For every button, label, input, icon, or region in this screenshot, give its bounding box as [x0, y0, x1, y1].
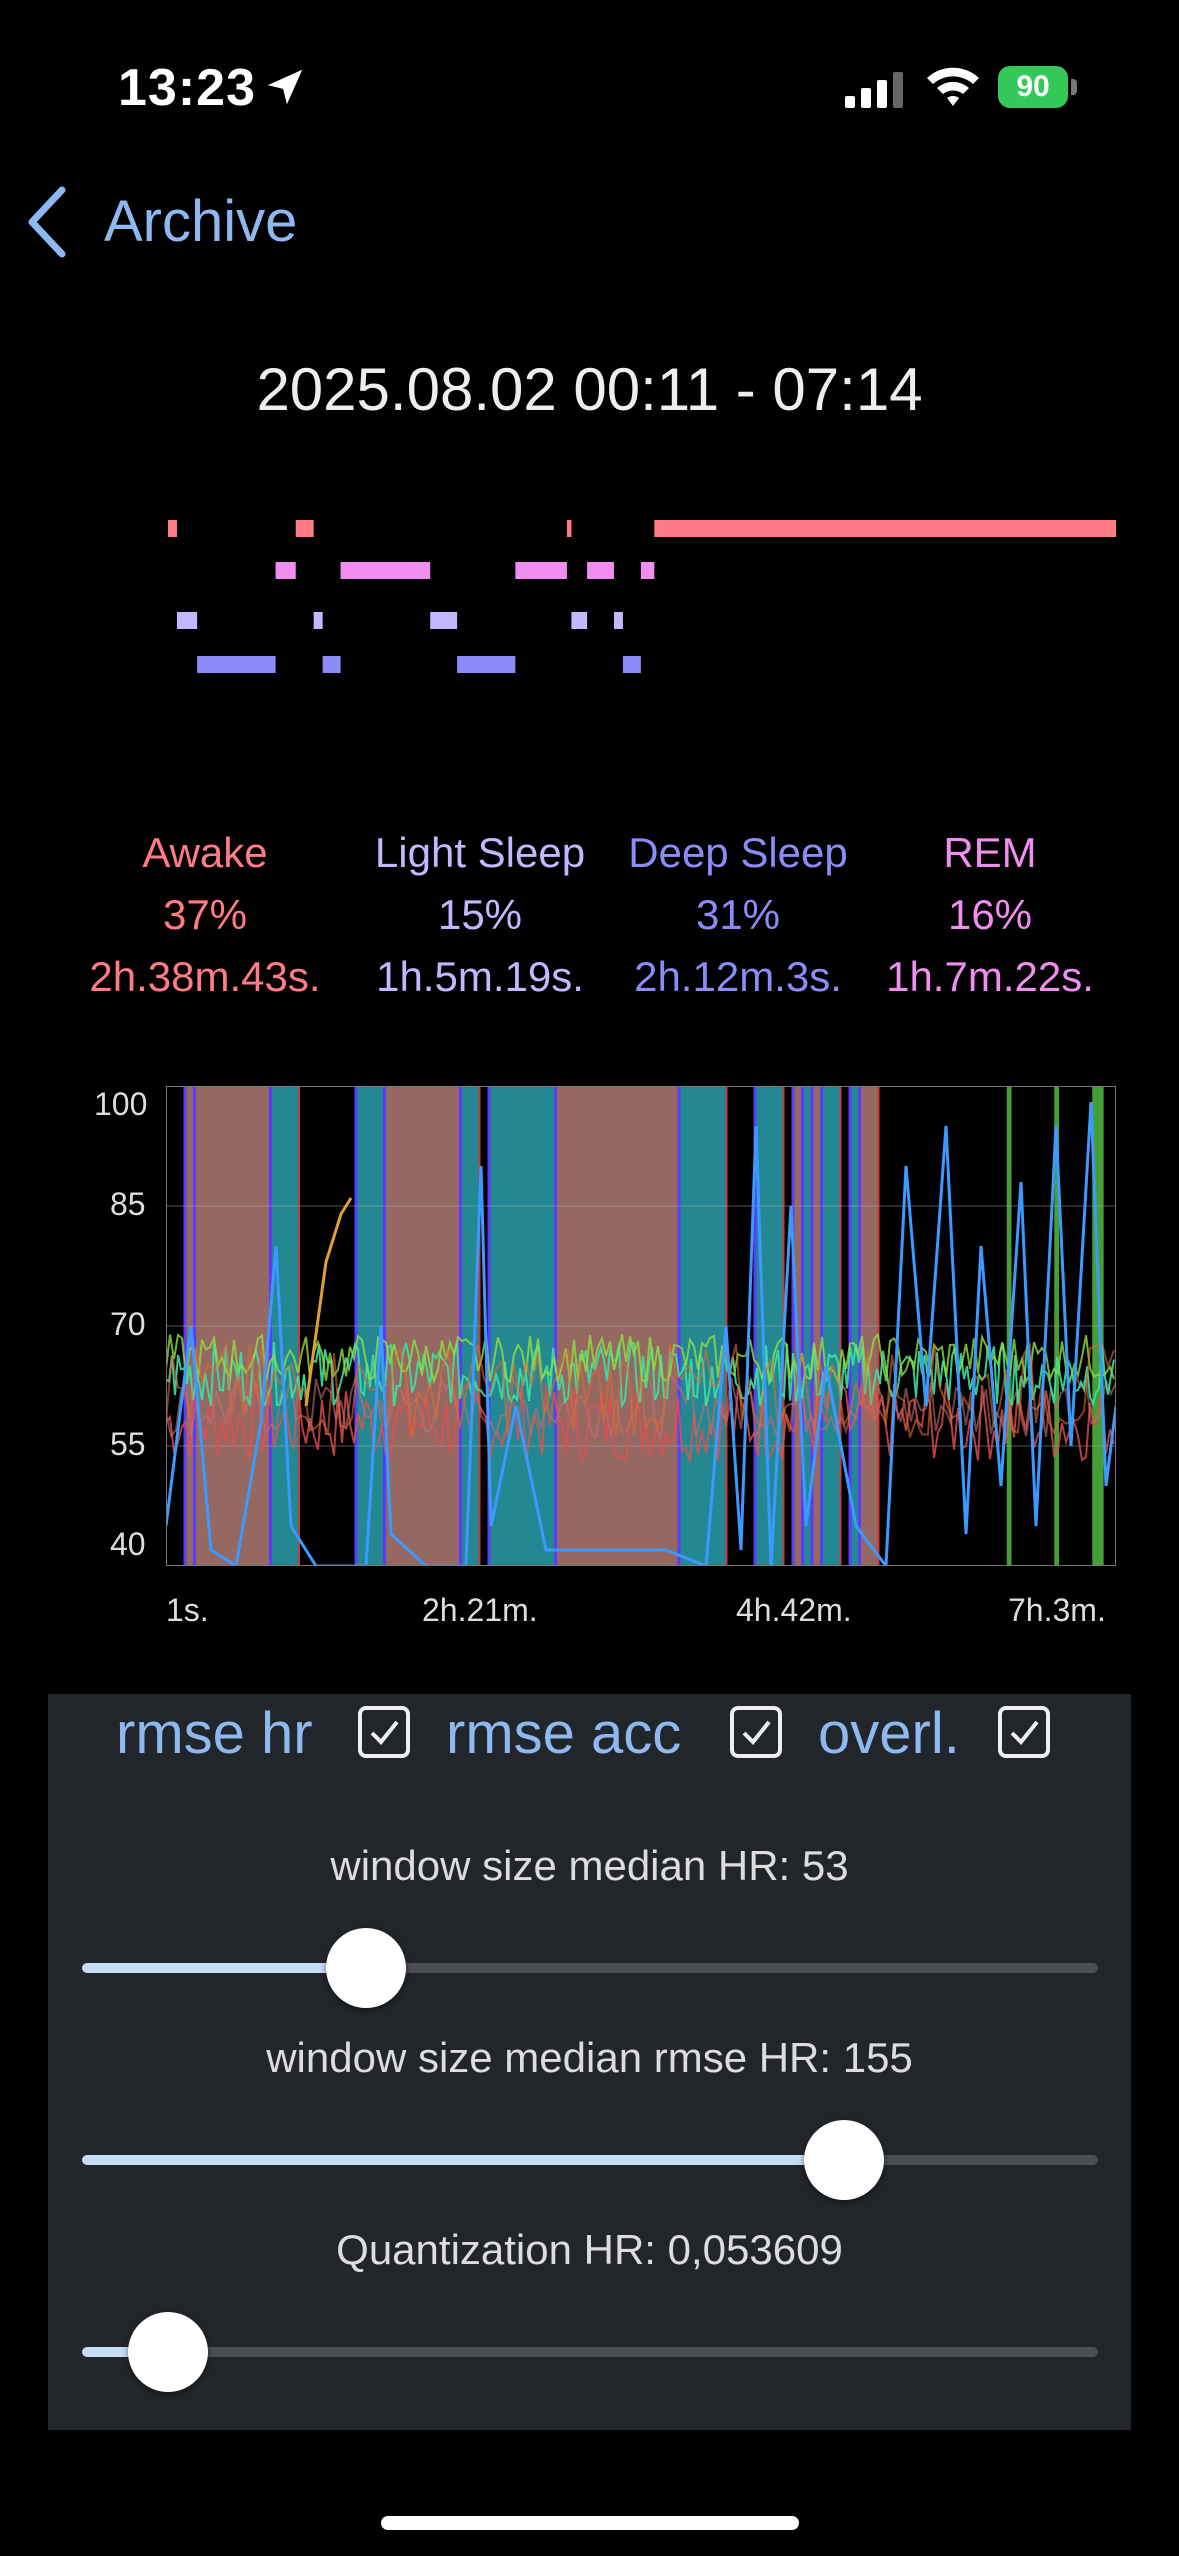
stage-rem: REM 16% 1h.7m.22s.	[860, 822, 1120, 1008]
series-line	[166, 1341, 1115, 1438]
series-line	[166, 1101, 1116, 1566]
y-tick-label: 70	[110, 1306, 146, 1342]
y-tick-label: 40	[110, 1526, 146, 1562]
rmse-acc-checkbox[interactable]	[730, 1706, 782, 1758]
hypnogram-segment	[275, 562, 296, 579]
stage-name: Awake	[142, 829, 268, 876]
checkmark-icon	[742, 1720, 771, 1745]
slider-median-hr[interactable]	[82, 1963, 1098, 1973]
hypnogram-segment	[613, 612, 623, 629]
slider-fill	[82, 1963, 367, 1973]
slider-fill	[82, 2347, 169, 2357]
x-tick-label: 7h.3m.	[1008, 1592, 1106, 1628]
stage-percent: 15%	[437, 891, 523, 938]
stage-duration: 2h.38m.43s.	[89, 953, 321, 1000]
slider-label-median-rmse-hr: window size median rmse HR: 155	[266, 2034, 913, 2081]
overl-checkbox[interactable]	[998, 1706, 1050, 1758]
stage-name: REM	[943, 829, 1037, 876]
cellular-signal-icon	[845, 72, 903, 108]
slider-thumb-median-rmse-hr[interactable]	[804, 2120, 884, 2200]
wifi-icon	[927, 67, 979, 106]
stage-light-sleep: Light Sleep 15% 1h.5m.19s.	[340, 822, 620, 1008]
stage-duration: 1h.5m.19s.	[376, 953, 584, 1000]
x-tick-label: 4h.42m.	[736, 1592, 852, 1628]
hypnogram-segment	[176, 612, 198, 629]
hypnogram-segment	[322, 656, 341, 673]
stage-name: Light Sleep	[374, 829, 586, 876]
home-indicator	[381, 2516, 799, 2530]
hypnogram-segment	[640, 562, 655, 579]
hypnogram-segment	[457, 656, 516, 673]
stage-duration: 2h.12m.3s.	[634, 953, 842, 1000]
hypnogram-segment	[295, 520, 314, 537]
hypnogram-segment	[622, 656, 641, 673]
hypnogram-segment	[566, 520, 572, 537]
hypnogram-segment	[340, 562, 431, 579]
battery-icon: 90	[998, 66, 1078, 108]
settings-panel	[48, 1694, 1131, 2430]
checkmark-icon	[370, 1720, 399, 1745]
slider-median-rmse-hr[interactable]	[82, 2155, 1098, 2165]
x-tick-label: 2h.21m.	[422, 1592, 538, 1628]
location-arrow-icon	[267, 69, 303, 105]
hypnogram-segment	[654, 520, 1116, 537]
slider-thumb-quantization-hr[interactable]	[128, 2312, 209, 2392]
hypnogram-chart	[168, 520, 1116, 673]
date-range-title: 2025.08.02 00:11 - 07:14	[256, 356, 923, 423]
series-line	[304, 1197, 353, 1407]
overl-label[interactable]: overl.	[818, 1701, 960, 1766]
slider-label-quantization-hr: Quantization HR: 0,053609	[336, 2226, 843, 2273]
slider-thumb-median-hr[interactable]	[326, 1928, 407, 2008]
stage-deep-sleep: Deep Sleep 31% 2h.12m.3s.	[600, 822, 876, 1008]
stage-name: Deep Sleep	[628, 829, 848, 876]
rmse-hr-checkbox[interactable]	[358, 1706, 410, 1758]
y-tick-label: 85	[110, 1186, 146, 1222]
stage-percent: 16%	[947, 891, 1033, 938]
hypnogram-segment	[168, 520, 177, 537]
x-tick-label: 1s.	[166, 1592, 209, 1628]
checkmark-icon	[1010, 1720, 1039, 1745]
slider-quantization-hr[interactable]	[82, 2347, 1098, 2357]
y-tick-label: 55	[110, 1426, 146, 1462]
stage-percent: 31%	[695, 891, 781, 938]
slider-label-median-hr: window size median HR: 53	[330, 1842, 849, 1889]
status-time: 13:23	[118, 59, 256, 117]
slider-fill	[82, 2155, 844, 2165]
rmse-hr-label[interactable]: rmse hr	[116, 1701, 313, 1766]
hypnogram-segment	[430, 612, 458, 629]
series-line	[166, 1381, 1115, 1464]
hypnogram-segment	[571, 612, 588, 629]
stage-percent: 37%	[162, 891, 248, 938]
heart-rate-chart	[166, 1086, 1116, 1566]
stage-awake: Awake 37% 2h.38m.43s.	[60, 822, 350, 1008]
hypnogram-segment	[587, 562, 614, 579]
rmse-acc-label[interactable]: rmse acc	[446, 1701, 682, 1766]
hypnogram-segment	[313, 612, 323, 629]
y-tick-label: 100	[94, 1086, 148, 1122]
hypnogram-segment	[515, 562, 567, 579]
stage-duration: 1h.7m.22s.	[886, 953, 1094, 1000]
battery-level: 90	[998, 66, 1068, 108]
back-chevron-icon[interactable]	[22, 184, 72, 260]
hypnogram-segment	[197, 656, 276, 673]
back-button[interactable]: Archive	[104, 189, 298, 254]
